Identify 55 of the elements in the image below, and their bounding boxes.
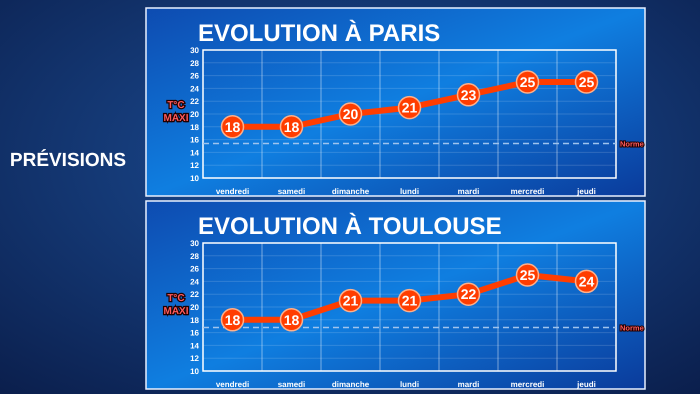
data-label: 18 bbox=[284, 118, 300, 135]
y-tick-label: 12 bbox=[190, 161, 200, 170]
x-tick-label: lundi bbox=[400, 380, 420, 389]
x-tick-label: vendredi bbox=[216, 380, 250, 389]
data-label: 18 bbox=[284, 312, 300, 328]
data-label: 22 bbox=[460, 286, 476, 302]
y-tick-label: 28 bbox=[190, 252, 200, 261]
data-label: 25 bbox=[578, 74, 594, 90]
y-tick-label: 28 bbox=[190, 58, 200, 68]
data-label: 21 bbox=[402, 100, 418, 116]
text: PRÉVISIONS bbox=[10, 149, 126, 171]
y-axis-title: T°C MAXI bbox=[164, 100, 189, 124]
y-tick-label: 18 bbox=[190, 122, 200, 132]
y-tick-label: 20 bbox=[190, 303, 200, 312]
data-label: 18 bbox=[224, 118, 240, 135]
y-tick-label: 14 bbox=[190, 341, 200, 350]
y-tick-label: 20 bbox=[190, 110, 200, 119]
y-tick-label: 10 bbox=[190, 367, 200, 376]
chart-title: EVOLUTION À TOULOUSE bbox=[198, 212, 502, 240]
data-label: 21 bbox=[402, 292, 418, 309]
y-tick-label: 10 bbox=[190, 174, 200, 183]
y-tick-label: 24 bbox=[190, 277, 200, 286]
y-tick-label: 30 bbox=[190, 46, 200, 55]
x-tick-label: mardi bbox=[458, 380, 480, 389]
x-tick-label: mercredi bbox=[510, 187, 544, 196]
data-label: 23 bbox=[460, 86, 476, 103]
x-tick-label: lundi bbox=[400, 187, 420, 196]
data-label: 18 bbox=[224, 312, 240, 328]
x-tick-label: mardi bbox=[458, 187, 480, 196]
x-tick-label: samedi bbox=[278, 187, 306, 196]
x-tick-label: vendredi bbox=[216, 187, 250, 196]
x-tick-label: jeudi bbox=[576, 187, 596, 196]
y-tick-label: 26 bbox=[190, 264, 200, 274]
x-tick-label: samedi bbox=[278, 380, 306, 389]
y-tick-label: 22 bbox=[190, 290, 200, 300]
x-tick-label: dimanche bbox=[332, 380, 370, 389]
y-tick-label: 26 bbox=[190, 72, 200, 81]
y-axis-title: T°C MAXI bbox=[164, 293, 189, 317]
y-tick-label: 24 bbox=[190, 84, 200, 94]
x-tick-label: mercredi bbox=[510, 380, 544, 389]
data-label: 25 bbox=[520, 74, 536, 90]
y-tick-label: 22 bbox=[190, 97, 200, 106]
y-tick-label: 14 bbox=[190, 148, 200, 158]
y-tick-label: 30 bbox=[190, 239, 200, 248]
x-tick-label: jeudi bbox=[576, 380, 596, 389]
x-tick-label: dimanche bbox=[332, 187, 370, 196]
y-tick-label: 18 bbox=[190, 316, 200, 325]
y-tick-label: 16 bbox=[190, 328, 200, 338]
y-tick-label: 12 bbox=[190, 354, 200, 364]
data-label: 25 bbox=[520, 267, 536, 283]
y-tick-label: 16 bbox=[190, 136, 200, 145]
data-label: 24 bbox=[578, 273, 594, 290]
data-label: 20 bbox=[342, 106, 358, 122]
chart-title: EVOLUTION À PARIS bbox=[198, 19, 440, 47]
data-label: 21 bbox=[342, 292, 358, 309]
